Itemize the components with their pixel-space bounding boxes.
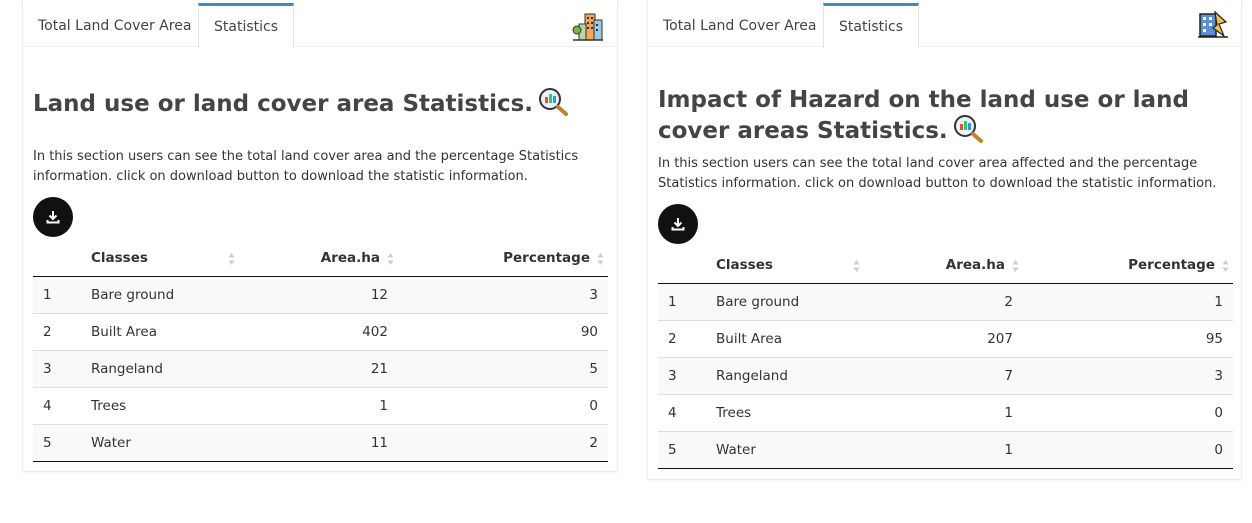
area-cell: 2 xyxy=(864,282,1023,320)
table-row: 1 Bare ground 2 1 xyxy=(658,282,1233,320)
percentage-cell: 0 xyxy=(1023,430,1233,469)
area-column-header[interactable]: Area.ha xyxy=(864,247,1023,284)
class-cell: Trees xyxy=(706,393,864,431)
area-cell: 7 xyxy=(864,356,1023,394)
row-index: 5 xyxy=(33,423,81,462)
percentage-cell: 90 xyxy=(398,312,608,350)
row-index: 1 xyxy=(33,275,81,313)
index-column-header xyxy=(658,247,706,284)
percentage-cell: 1 xyxy=(1023,282,1233,320)
percentage-cell: 0 xyxy=(398,386,608,424)
download-icon xyxy=(46,211,60,224)
tab-total-land-cover-area[interactable]: Total Land Cover Area xyxy=(38,18,192,34)
page-title: Impact of Hazard on the land use or land… xyxy=(658,87,1189,144)
section-description: In this section users can see the total … xyxy=(658,156,1217,191)
row-index: 4 xyxy=(658,393,706,431)
area-cell: 1 xyxy=(864,430,1023,469)
class-cell: Trees xyxy=(81,386,239,424)
hazard-building-icon xyxy=(1198,10,1228,38)
table-row: 5 Water 11 2 xyxy=(33,423,608,462)
area-cell: 207 xyxy=(864,319,1023,357)
table-row: 1 Bare ground 12 3 xyxy=(33,275,608,313)
percentage-cell: 0 xyxy=(1023,393,1233,431)
table-row: 3 Rangeland 7 3 xyxy=(658,356,1233,394)
table-row: 5 Water 1 0 xyxy=(658,430,1233,469)
table-row: 3 Rangeland 21 5 xyxy=(33,349,608,387)
class-cell: Built Area xyxy=(81,312,239,350)
row-index: 3 xyxy=(33,349,81,387)
table-row: 2 Built Area 207 95 xyxy=(658,319,1233,357)
row-index: 1 xyxy=(658,282,706,320)
statistics-table: Classes Area.ha Percentage 1 Bare ground 1… xyxy=(33,240,608,462)
area-cell: 12 xyxy=(239,275,398,313)
percentage-cell: 2 xyxy=(398,423,608,462)
table-header-row: Classes Area.ha Percentage xyxy=(658,247,1233,284)
magnifier-chart-icon xyxy=(953,115,983,143)
city-buildings-icon xyxy=(572,13,603,41)
land-cover-panel: Total Land Cover Area Statistics Land us… xyxy=(22,0,618,472)
sort-arrows-icon xyxy=(228,253,235,265)
class-cell: Built Area xyxy=(706,319,864,357)
section-description: In this section users can see the total … xyxy=(33,149,579,184)
percentage-column-header[interactable]: Percentage xyxy=(1023,247,1233,284)
classes-column-header[interactable]: Classes xyxy=(81,240,239,277)
sort-arrows-icon xyxy=(853,260,860,272)
sort-arrows-icon xyxy=(1222,260,1229,272)
statistics-table: Classes Area.ha Percentage 1 Bare ground 2… xyxy=(658,247,1233,469)
classes-column-header[interactable]: Classes xyxy=(706,247,864,284)
sort-arrows-icon xyxy=(387,253,394,265)
download-icon xyxy=(671,218,685,231)
percentage-cell: 5 xyxy=(398,349,608,387)
tab-bar: Total Land Cover Area Statistics xyxy=(23,0,617,48)
class-cell: Rangeland xyxy=(81,349,239,387)
table-row: 2 Built Area 402 90 xyxy=(33,312,608,350)
class-cell: Bare ground xyxy=(706,282,864,320)
percentage-column-header[interactable]: Percentage xyxy=(398,240,608,277)
row-index: 2 xyxy=(33,312,81,350)
percentage-cell: 3 xyxy=(398,275,608,313)
magnifier-chart-icon xyxy=(539,88,569,116)
sort-arrows-icon xyxy=(1012,260,1019,272)
class-cell: Bare ground xyxy=(81,275,239,313)
page-title: Land use or land cover area Statistics. xyxy=(33,86,569,117)
area-cell: 1 xyxy=(239,386,398,424)
tab-total-land-cover-area[interactable]: Total Land Cover Area xyxy=(663,18,817,34)
sort-arrows-icon xyxy=(597,253,604,265)
hazard-impact-panel: Total Land Cover Area Statistics Impact … xyxy=(647,0,1242,480)
area-cell: 402 xyxy=(239,312,398,350)
row-index: 3 xyxy=(658,356,706,394)
area-column-header[interactable]: Area.ha xyxy=(239,240,398,277)
area-cell: 21 xyxy=(239,349,398,387)
row-index: 5 xyxy=(658,430,706,469)
percentage-cell: 3 xyxy=(1023,356,1233,394)
tab-bar: Total Land Cover Area Statistics xyxy=(648,0,1241,48)
row-index: 4 xyxy=(33,386,81,424)
percentage-cell: 95 xyxy=(1023,319,1233,357)
area-cell: 11 xyxy=(239,423,398,462)
area-cell: 1 xyxy=(864,393,1023,431)
table-row: 4 Trees 1 0 xyxy=(658,393,1233,431)
download-button[interactable] xyxy=(658,204,698,244)
download-button[interactable] xyxy=(33,197,73,237)
class-cell: Water xyxy=(81,423,239,462)
class-cell: Rangeland xyxy=(706,356,864,394)
tab-statistics[interactable]: Statistics xyxy=(823,3,919,48)
tab-statistics[interactable]: Statistics xyxy=(198,3,294,48)
row-index: 2 xyxy=(658,319,706,357)
table-row: 4 Trees 1 0 xyxy=(33,386,608,424)
table-header-row: Classes Area.ha Percentage xyxy=(33,240,608,277)
class-cell: Water xyxy=(706,430,864,469)
index-column-header xyxy=(33,240,81,277)
